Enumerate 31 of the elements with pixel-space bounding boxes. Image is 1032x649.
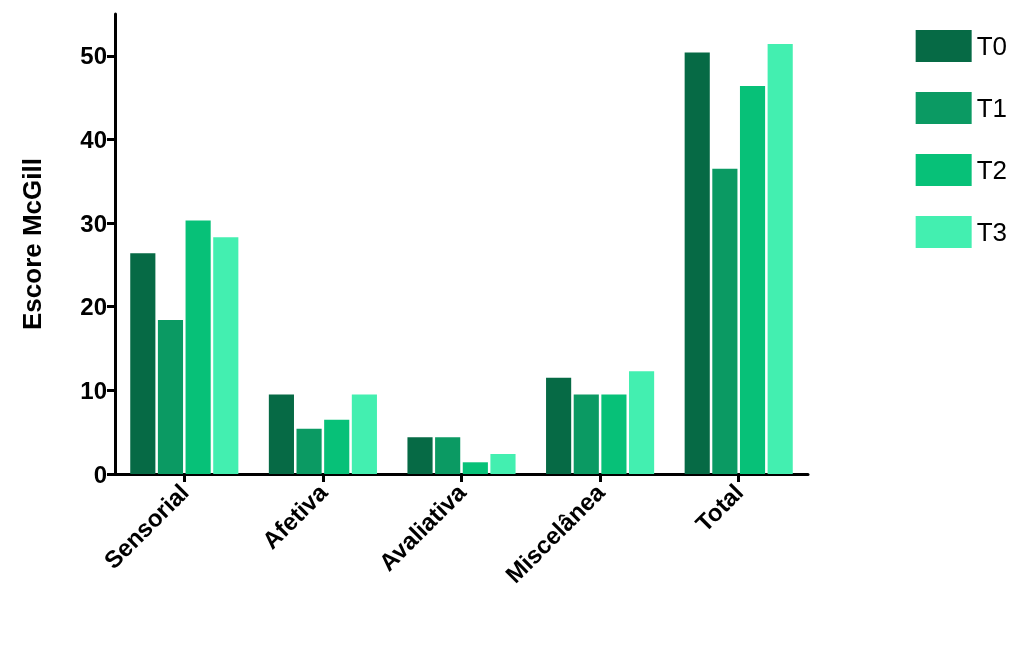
bar [435, 437, 461, 474]
bar [712, 168, 738, 474]
legend-label: T1 [976, 93, 1007, 123]
legend-label: T3 [976, 217, 1007, 247]
bar [629, 371, 655, 474]
y-tick-label: 40 [80, 125, 107, 153]
bar [462, 462, 488, 474]
bar [324, 419, 350, 474]
y-axis-title: Escore McGill [17, 158, 47, 330]
legend-label: T0 [976, 31, 1007, 61]
y-tick-label: 10 [80, 376, 107, 404]
y-tick-label: 0 [93, 460, 107, 488]
bar [157, 320, 184, 474]
legend-label: T2 [976, 155, 1007, 185]
bar [351, 394, 377, 474]
bar [767, 44, 793, 474]
bar [407, 437, 433, 474]
y-tick-label: 30 [80, 209, 107, 237]
bar [268, 394, 294, 474]
bar [601, 394, 627, 474]
y-tick-label: 50 [80, 42, 107, 70]
bar [130, 253, 156, 474]
bar [185, 220, 211, 474]
bar [684, 52, 710, 474]
bar [546, 377, 572, 474]
bar [213, 237, 239, 474]
bar [573, 394, 599, 474]
bar [490, 453, 516, 474]
y-tick-label: 20 [80, 293, 107, 321]
bar [739, 85, 766, 474]
bar [296, 428, 322, 474]
